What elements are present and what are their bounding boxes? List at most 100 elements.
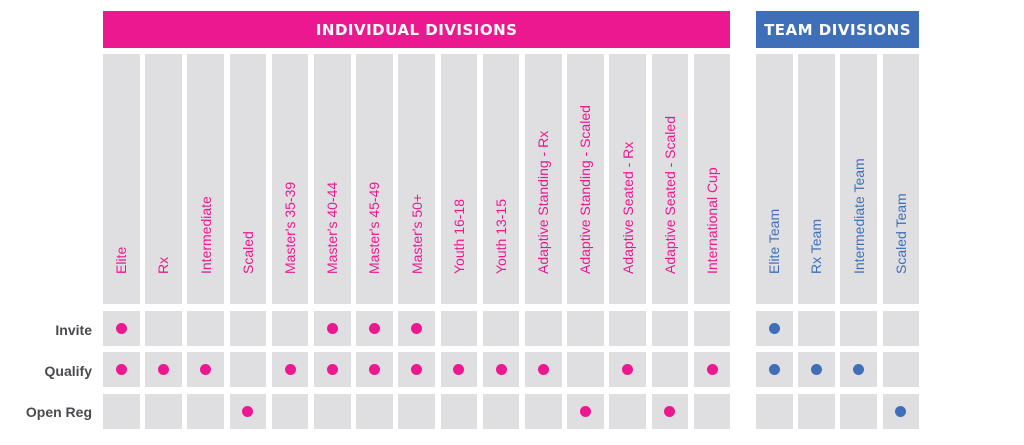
column-label: Scaled Team bbox=[892, 193, 909, 274]
table-cell bbox=[482, 352, 520, 387]
table-cell bbox=[271, 311, 309, 346]
table-cell bbox=[314, 352, 351, 387]
column-header: Master's 35-39 bbox=[271, 54, 309, 304]
table-cell bbox=[609, 352, 646, 387]
dot-marker bbox=[115, 323, 127, 334]
column-header: Elite Team bbox=[756, 54, 793, 304]
column-label: Master's 35-39 bbox=[282, 181, 299, 274]
column-header: Intermediate bbox=[187, 54, 224, 304]
table-cell bbox=[651, 394, 689, 429]
table-cell bbox=[229, 394, 267, 429]
table-cell bbox=[229, 352, 267, 387]
table-cell bbox=[440, 352, 478, 387]
table-cell bbox=[693, 394, 731, 429]
column-header: Rx bbox=[145, 54, 182, 304]
table-cell bbox=[314, 311, 351, 346]
dot-marker bbox=[810, 364, 822, 375]
table-cell bbox=[482, 394, 520, 429]
table-cell bbox=[271, 352, 309, 387]
table-cell bbox=[525, 394, 562, 429]
column-label: International Cup bbox=[704, 167, 721, 274]
column-header: Rx Team bbox=[798, 54, 835, 304]
individual-divisions-title: INDIVIDUAL DIVISIONS bbox=[315, 20, 518, 39]
column-header: Scaled Team bbox=[882, 54, 920, 304]
dot-marker bbox=[768, 323, 780, 334]
column-label: Rx Team bbox=[808, 219, 825, 274]
column-label: Intermediate bbox=[197, 196, 214, 274]
row-label: Open Reg bbox=[25, 404, 92, 420]
dot-marker bbox=[242, 406, 254, 417]
dot-marker bbox=[411, 323, 423, 334]
column-label: Adaptive Standing - Scaled bbox=[577, 105, 594, 274]
table-cell bbox=[103, 394, 140, 429]
column-label: Youth 13-15 bbox=[493, 199, 510, 274]
table-cell bbox=[398, 394, 435, 429]
dot-marker bbox=[895, 406, 907, 417]
table-cell bbox=[103, 311, 140, 346]
table-cell bbox=[145, 352, 182, 387]
column-header: Youth 13-15 bbox=[482, 54, 520, 304]
table-cell bbox=[567, 311, 604, 346]
table-cell bbox=[651, 311, 689, 346]
column-header: Scaled bbox=[229, 54, 267, 304]
dot-marker bbox=[157, 364, 169, 375]
column-label: Master's 40-44 bbox=[324, 181, 341, 274]
dot-marker bbox=[768, 364, 780, 375]
table-cell bbox=[525, 352, 562, 387]
table-cell bbox=[356, 394, 393, 429]
table-cell bbox=[145, 394, 182, 429]
column-header: Adaptive Standing - Rx bbox=[525, 54, 562, 304]
dot-marker bbox=[664, 406, 676, 417]
column-header: Adaptive Seated - Rx bbox=[609, 54, 646, 304]
column-label: Rx bbox=[155, 256, 172, 274]
column-label: Master's 50+ bbox=[408, 193, 425, 274]
team-divisions-title: TEAM DIVISIONS bbox=[764, 20, 912, 39]
table-cell bbox=[693, 311, 731, 346]
column-header: International Cup bbox=[693, 54, 731, 304]
table-cell bbox=[103, 352, 140, 387]
table-cell bbox=[882, 352, 920, 387]
table-cell bbox=[398, 352, 435, 387]
table-cell bbox=[756, 352, 793, 387]
individual-divisions-banner: INDIVIDUAL DIVISIONS bbox=[103, 11, 731, 48]
table-cell bbox=[482, 311, 520, 346]
dot-marker bbox=[284, 364, 296, 375]
table-cell bbox=[651, 352, 689, 387]
dot-marker bbox=[368, 323, 380, 334]
column-label: Elite bbox=[113, 246, 130, 274]
dot-marker bbox=[368, 364, 380, 375]
table-cell bbox=[440, 311, 478, 346]
table-cell bbox=[882, 311, 920, 346]
table-cell bbox=[525, 311, 562, 346]
dot-marker bbox=[411, 364, 423, 375]
table-cell bbox=[356, 352, 393, 387]
table-cell bbox=[798, 352, 835, 387]
table-cell bbox=[187, 311, 224, 346]
table-cell bbox=[609, 394, 646, 429]
table-cell bbox=[567, 394, 604, 429]
dot-marker bbox=[326, 323, 338, 334]
dot-marker bbox=[453, 364, 465, 375]
column-label: Adaptive Seated - Scaled bbox=[661, 116, 678, 274]
dot-marker bbox=[579, 406, 591, 417]
table-cell bbox=[271, 394, 309, 429]
table-cell bbox=[798, 394, 835, 429]
dot-marker bbox=[706, 364, 718, 375]
table-cell bbox=[145, 311, 182, 346]
table-cell bbox=[356, 311, 393, 346]
column-header: Adaptive Standing - Scaled bbox=[567, 54, 604, 304]
column-label: Youth 16-18 bbox=[450, 199, 467, 274]
dot-marker bbox=[495, 364, 507, 375]
team-divisions-banner: TEAM DIVISIONS bbox=[756, 11, 920, 48]
column-header: Master's 45-49 bbox=[356, 54, 393, 304]
column-header: Elite bbox=[103, 54, 140, 304]
table-cell bbox=[840, 311, 877, 346]
column-label: Master's 45-49 bbox=[366, 181, 383, 274]
row-label: Invite bbox=[55, 322, 92, 338]
dot-marker bbox=[200, 364, 212, 375]
table-cell bbox=[693, 352, 731, 387]
column-header: Master's 40-44 bbox=[314, 54, 351, 304]
column-header: Youth 16-18 bbox=[440, 54, 478, 304]
table-cell bbox=[187, 352, 224, 387]
table-cell bbox=[756, 394, 793, 429]
